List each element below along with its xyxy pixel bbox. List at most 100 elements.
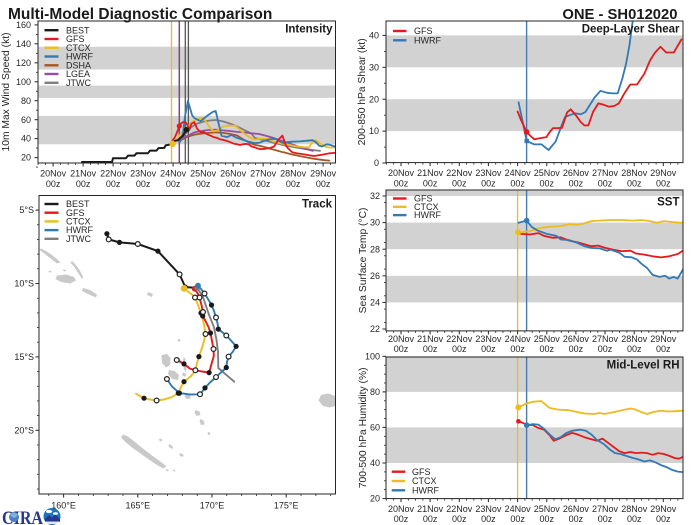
svg-text:00z: 00z <box>510 178 525 188</box>
svg-text:160: 160 <box>16 20 31 30</box>
svg-text:25Nov: 25Nov <box>534 334 561 344</box>
svg-text:28Nov: 28Nov <box>621 504 648 514</box>
svg-text:21Nov: 21Nov <box>417 504 444 514</box>
svg-text:140: 140 <box>16 39 31 49</box>
svg-text:29Nov: 29Nov <box>650 334 677 344</box>
svg-text:25Nov: 25Nov <box>534 504 561 514</box>
svg-text:27Nov: 27Nov <box>592 168 619 178</box>
svg-text:21Nov: 21Nov <box>417 334 444 344</box>
svg-text:00z: 00z <box>656 514 671 524</box>
svg-text:29Nov: 29Nov <box>650 504 677 514</box>
svg-text:28Nov: 28Nov <box>621 334 648 344</box>
svg-text:00z: 00z <box>656 178 671 188</box>
svg-text:Intensity: Intensity <box>285 24 333 36</box>
svg-text:21Nov: 21Nov <box>417 168 444 178</box>
svg-text:26Nov: 26Nov <box>220 169 247 179</box>
svg-text:120: 120 <box>16 58 31 68</box>
svg-text:20Nov: 20Nov <box>388 168 415 178</box>
svg-text:00z: 00z <box>136 179 151 189</box>
svg-text:175°E: 175°E <box>274 501 299 511</box>
svg-text:23Nov: 23Nov <box>475 168 502 178</box>
svg-text:20Nov: 20Nov <box>388 334 415 344</box>
svg-text:27Nov: 27Nov <box>592 504 619 514</box>
svg-text:28Nov: 28Nov <box>280 169 307 179</box>
svg-text:Mid-Level RH: Mid-Level RH <box>607 360 680 372</box>
svg-text:00z: 00z <box>510 344 525 354</box>
svg-text:Sea Surface Temp (°C): Sea Surface Temp (°C) <box>358 208 369 314</box>
svg-text:00z: 00z <box>452 344 467 354</box>
svg-text:32: 32 <box>370 191 380 201</box>
svg-text:20°S: 20°S <box>14 425 34 435</box>
svg-text:26Nov: 26Nov <box>563 168 590 178</box>
svg-text:BEST: BEST <box>66 25 90 35</box>
svg-text:SST: SST <box>657 197 679 209</box>
svg-text:27Nov: 27Nov <box>592 334 619 344</box>
svg-text:00z: 00z <box>569 178 584 188</box>
svg-text:10: 10 <box>369 126 379 136</box>
svg-text:25Nov: 25Nov <box>534 168 561 178</box>
svg-text:HWRF: HWRF <box>412 485 439 495</box>
svg-text:15°S: 15°S <box>14 352 34 362</box>
svg-text:29Nov: 29Nov <box>310 169 337 179</box>
svg-text:22Nov: 22Nov <box>446 168 473 178</box>
svg-text:00z: 00z <box>166 179 181 189</box>
svg-text:00z: 00z <box>394 514 409 524</box>
svg-text:GFS: GFS <box>414 194 433 204</box>
svg-text:20: 20 <box>369 94 379 104</box>
svg-text:GFS: GFS <box>66 34 85 44</box>
svg-text:20: 20 <box>370 494 380 504</box>
svg-text:00z: 00z <box>540 178 555 188</box>
svg-text:22Nov: 22Nov <box>100 169 127 179</box>
svg-text:80: 80 <box>21 96 31 106</box>
svg-text:20Nov: 20Nov <box>388 504 415 514</box>
svg-text:26Nov: 26Nov <box>563 334 590 344</box>
svg-text:BEST: BEST <box>66 199 90 209</box>
svg-text:00z: 00z <box>540 514 555 524</box>
svg-text:00z: 00z <box>423 514 438 524</box>
svg-text:00z: 00z <box>76 179 91 189</box>
svg-text:00z: 00z <box>656 344 671 354</box>
svg-text:00z: 00z <box>423 178 438 188</box>
svg-text:00z: 00z <box>452 514 467 524</box>
svg-text:00z: 00z <box>627 514 642 524</box>
svg-text:20: 20 <box>21 153 31 163</box>
svg-text:5°S: 5°S <box>19 205 34 215</box>
svg-text:23Nov: 23Nov <box>475 504 502 514</box>
svg-text:LGEA: LGEA <box>66 69 90 79</box>
svg-text:170°E: 170°E <box>200 501 225 511</box>
svg-text:CTCX: CTCX <box>66 43 91 53</box>
svg-text:HWRF: HWRF <box>414 35 441 45</box>
svg-text:00z: 00z <box>627 178 642 188</box>
svg-text:25Nov: 25Nov <box>190 169 217 179</box>
svg-text:Track: Track <box>302 199 333 211</box>
svg-text:00z: 00z <box>46 179 61 189</box>
svg-text:22: 22 <box>370 324 380 334</box>
svg-text:00z: 00z <box>569 344 584 354</box>
svg-text:GFS: GFS <box>66 208 85 218</box>
svg-text:700-500 hPa Humidity (%): 700-500 hPa Humidity (%) <box>358 367 369 488</box>
svg-text:00z: 00z <box>481 344 496 354</box>
svg-text:23Nov: 23Nov <box>130 169 157 179</box>
svg-text:00z: 00z <box>569 514 584 524</box>
svg-text:29Nov: 29Nov <box>650 168 677 178</box>
svg-text:00z: 00z <box>286 179 301 189</box>
svg-text:10m Max Wind Speed (kt): 10m Max Wind Speed (kt) <box>1 32 12 151</box>
svg-text:26Nov: 26Nov <box>563 504 590 514</box>
svg-text:28: 28 <box>370 244 380 254</box>
svg-text:40: 40 <box>370 458 380 468</box>
svg-text:30: 30 <box>369 62 379 72</box>
svg-text:26: 26 <box>370 271 380 281</box>
svg-text:CTCX: CTCX <box>66 217 91 227</box>
svg-text:00z: 00z <box>481 514 496 524</box>
svg-text:40: 40 <box>369 31 379 41</box>
svg-text:JTWC: JTWC <box>66 234 91 244</box>
svg-text:00z: 00z <box>226 179 241 189</box>
svg-text:160°E: 160°E <box>51 501 76 511</box>
svg-text:24Nov: 24Nov <box>505 168 532 178</box>
svg-text:HWRF: HWRF <box>414 210 441 220</box>
svg-text:00z: 00z <box>598 514 613 524</box>
svg-text:GFS: GFS <box>414 26 433 36</box>
svg-text:24: 24 <box>370 298 380 308</box>
svg-text:CIRA: CIRA <box>2 508 43 525</box>
svg-text:0: 0 <box>374 158 379 168</box>
